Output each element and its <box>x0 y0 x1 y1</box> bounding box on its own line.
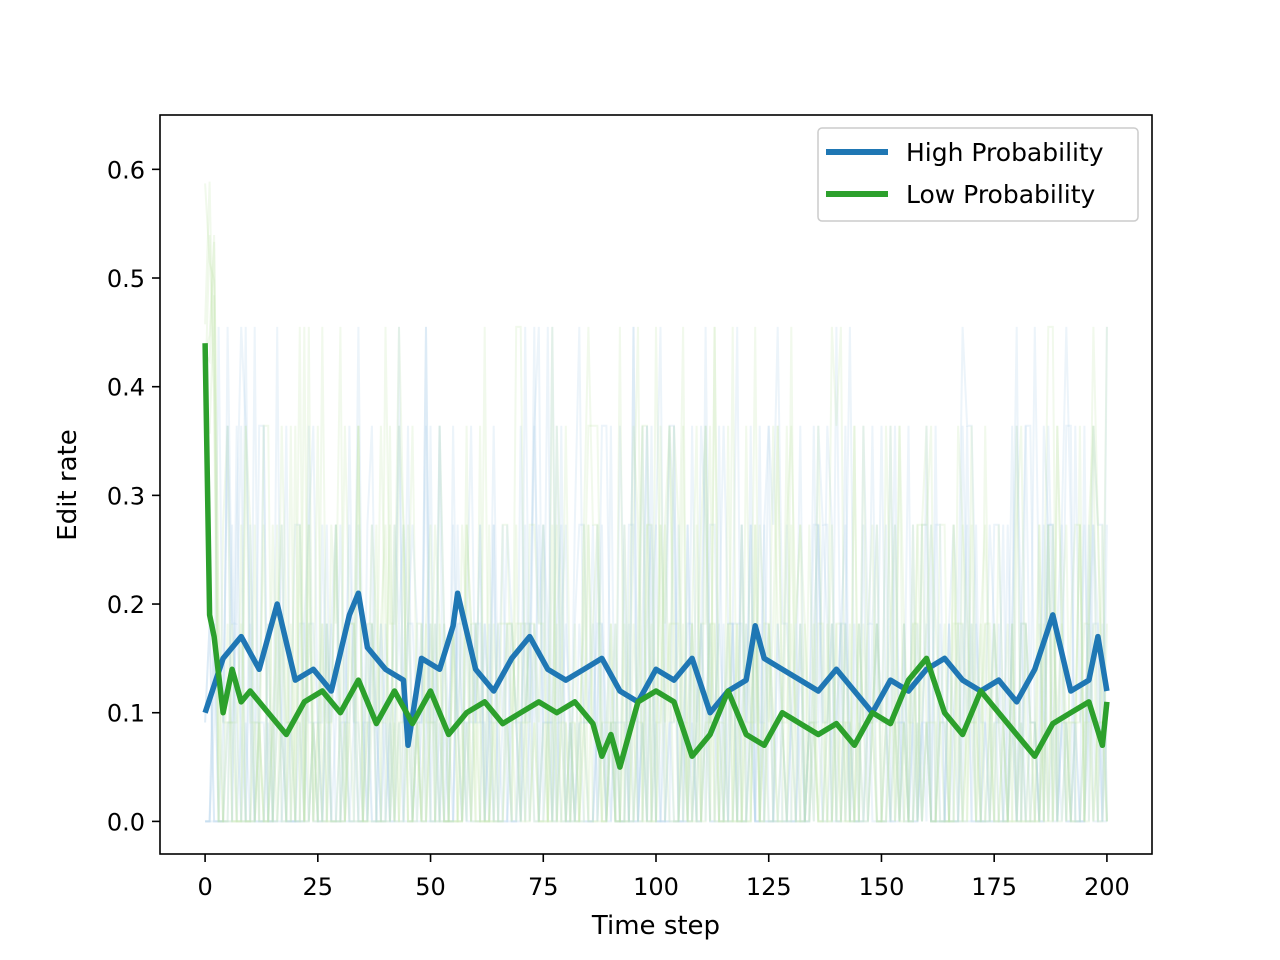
x-tick-label: 200 <box>1084 873 1130 901</box>
series-lines <box>202 343 1110 770</box>
series-line-high-probability <box>202 590 1110 749</box>
y-tick-label: 0.6 <box>107 156 145 184</box>
faint-trace <box>204 326 1108 823</box>
faint-trace <box>204 326 1108 823</box>
y-tick-label: 0.5 <box>107 265 145 293</box>
y-axis: 0.0 0.1 0.2 0.3 0.4 0.5 0.6 <box>107 156 160 836</box>
y-tick-label: 0.2 <box>107 591 145 619</box>
faint-trace <box>204 241 1108 823</box>
y-tick-label: 0.1 <box>107 700 145 728</box>
legend-label-high-probability: High Probability <box>906 138 1104 167</box>
y-tick-label: 0.0 <box>107 808 145 836</box>
faint-trace <box>204 234 1108 823</box>
series-line-low-probability <box>202 343 1110 770</box>
legend: High Probability Low Probability <box>817 127 1139 222</box>
legend-label-low-probability: Low Probability <box>906 180 1096 209</box>
y-tick-label: 0.4 <box>107 374 145 402</box>
faint-trace <box>204 183 1108 823</box>
x-tick-label: 50 <box>415 873 446 901</box>
x-axis-label: Time step <box>591 911 720 941</box>
x-tick-label: 25 <box>303 873 334 901</box>
y-axis-label: Edit rate <box>53 429 83 540</box>
x-tick-label: 0 <box>197 873 212 901</box>
faint-trace <box>205 326 1108 823</box>
x-tick-label: 75 <box>528 873 559 901</box>
x-tick-label: 175 <box>971 873 1017 901</box>
x-tick-label: 100 <box>633 873 679 901</box>
faint-trace <box>205 326 1108 823</box>
faint-trace <box>204 181 1108 823</box>
x-tick-label: 150 <box>859 873 905 901</box>
legend-box <box>817 127 1139 222</box>
faint-trace <box>205 326 1107 823</box>
y-tick-label: 0.3 <box>107 482 145 510</box>
x-axis: 0 25 50 75 100 125 150 175 200 <box>197 854 1130 901</box>
x-tick-label: 125 <box>746 873 792 901</box>
